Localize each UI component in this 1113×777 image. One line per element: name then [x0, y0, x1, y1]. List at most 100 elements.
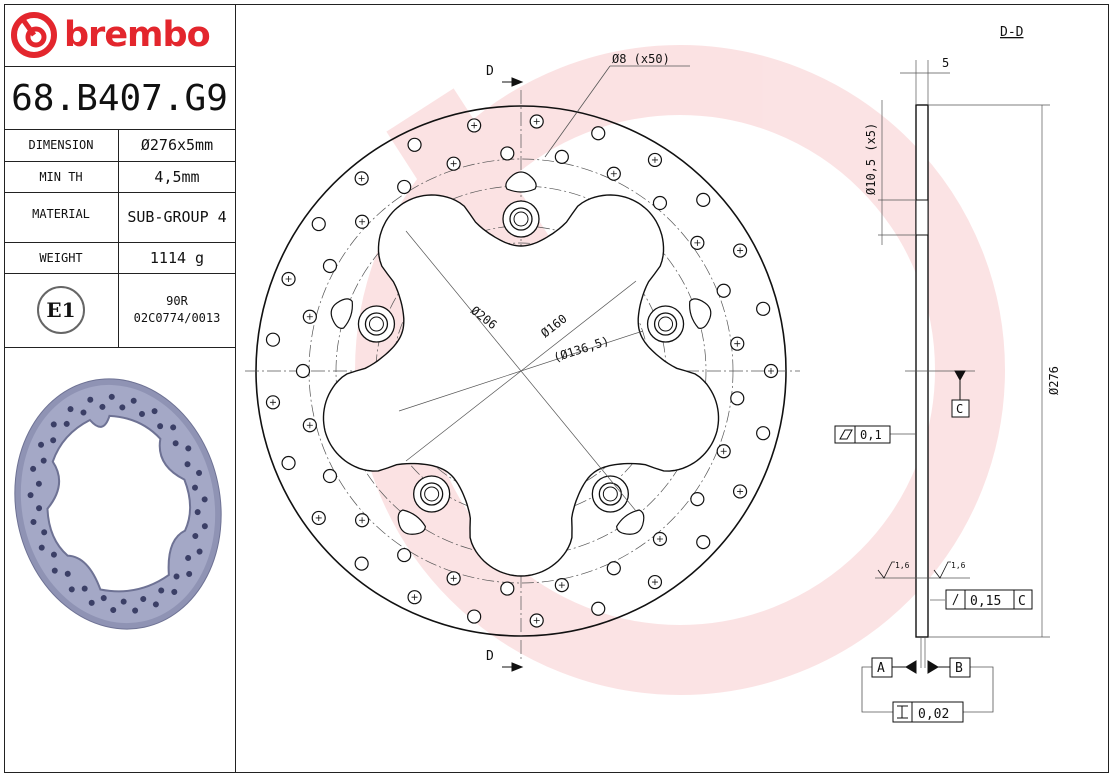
drill-hole: [407, 137, 422, 152]
hole-center-mark: [359, 517, 366, 524]
title-block: brembo 68.B407.G9 DIMENSION Ø276x5mm MIN …: [4, 4, 236, 773]
flatness-icon: [839, 429, 853, 440]
bolt-hole-inner: [513, 211, 529, 227]
thumbnail-hole: [35, 480, 42, 487]
roughness-right: 1,6: [951, 561, 966, 570]
spec-table: DIMENSION Ø276x5mm MIN TH 4,5mm MATERIAL SU…: [4, 130, 235, 348]
thumbnail-hole: [185, 445, 192, 452]
hole-center-mark: [651, 579, 658, 586]
hole-center-mark: [533, 617, 540, 624]
hole-center-mark: [737, 488, 744, 495]
thumbnail-hole: [138, 410, 145, 417]
drill-hole: [295, 363, 311, 379]
hole-center-mark: [471, 122, 478, 129]
hole-note: Ø8 (x50): [612, 52, 670, 66]
bolt-boss: [502, 200, 540, 238]
drill-hole: [500, 146, 515, 161]
thumbnail-hole: [100, 595, 107, 602]
hole-center-mark: [358, 175, 365, 182]
thumbnail-hole: [50, 421, 57, 428]
thumbnail-hole: [119, 404, 126, 411]
thumbnail-hole: [99, 403, 106, 410]
hole-center-mark: [694, 239, 701, 246]
thumbnail-hole: [194, 509, 201, 516]
hole-center-mark: [533, 118, 540, 125]
thumbnail-hole: [38, 544, 45, 551]
hole-center-mark: [558, 582, 565, 589]
thumbnail-hole: [64, 570, 71, 577]
dim-thickness: 5: [942, 56, 949, 70]
vent-slot: [616, 509, 645, 535]
spec-row: MATERIAL SUB-GROUP 4: [4, 192, 235, 243]
hole-center-mark: [450, 160, 457, 167]
drill-hole: [554, 149, 569, 164]
drill-hole: [591, 126, 606, 141]
thumbnail-hole: [36, 505, 43, 512]
thumbnail-hole: [201, 496, 208, 503]
runout-value: 0,15: [970, 594, 1001, 609]
thumbnail-hole: [67, 406, 74, 413]
thumbnail-hole: [120, 598, 127, 605]
thumbnail-hole: [30, 518, 37, 525]
drill-hole: [322, 258, 338, 274]
datum-a: A: [877, 661, 885, 676]
vent-slot: [330, 298, 354, 329]
roughness-icon: [877, 561, 951, 579]
thumbnail-hole: [50, 437, 57, 444]
disc-section-view: [861, 60, 1050, 713]
bolt-hole-inner: [368, 316, 384, 332]
regulation: 90R: [166, 294, 188, 308]
thumbnail-hole: [201, 523, 208, 530]
thumbnail-hole: [152, 601, 159, 608]
drill-hole: [730, 391, 745, 406]
section-title: D-D: [1000, 25, 1024, 40]
drill-hole: [397, 547, 412, 563]
bolt-hole-note: Ø10,5 (x5): [864, 123, 878, 195]
hole-center-mark: [737, 247, 744, 254]
drill-hole: [322, 468, 338, 484]
thumbnail-hole: [87, 396, 94, 403]
thumbnail-hole: [170, 424, 177, 431]
hole-center-mark: [734, 340, 741, 347]
disc-3d-thumbnail: [14, 378, 222, 630]
drill-hole: [696, 535, 711, 550]
hole-center-mark: [720, 448, 727, 455]
spec-value: SUB-GROUP 4: [118, 192, 235, 243]
thumbnail-hole: [140, 596, 147, 603]
bolt-hole-inner: [424, 486, 440, 502]
hole-center-mark: [315, 514, 322, 521]
spec-value: 4,5mm: [118, 161, 235, 193]
spec-label: MATERIAL: [4, 192, 119, 243]
bolt-hole-inner: [658, 316, 674, 332]
thumbnail-hole: [63, 420, 70, 427]
bolt-hole-inner: [602, 486, 618, 502]
spec-row: DIMENSION Ø276x5mm: [4, 130, 235, 162]
bolt-boss: [357, 305, 396, 343]
thumbnail-hole: [68, 586, 75, 593]
drill-hole: [311, 216, 326, 232]
hole-center-mark: [359, 218, 366, 225]
thumbnail-hole: [30, 465, 37, 472]
thumbnail-hole: [196, 548, 203, 555]
thumbnail-hole: [172, 440, 179, 447]
runout-icon: [952, 593, 959, 606]
roughness-left: 1,6: [895, 561, 910, 570]
thumbnail-hole: [130, 397, 137, 404]
drill-hole: [606, 561, 621, 576]
thumbnail-hole: [157, 423, 164, 430]
spec-label: MIN TH: [4, 161, 119, 193]
spec-row: WEIGHT 1114 g: [4, 242, 235, 274]
drill-hole: [716, 283, 731, 298]
drill-hole: [696, 192, 711, 207]
dim-line-136: [398, 330, 644, 412]
thumbnail-hole: [80, 409, 87, 416]
hole-center-mark: [651, 156, 658, 163]
carrier-cutout: [322, 194, 720, 577]
approval-number: 02C0774/0013: [133, 311, 221, 325]
spec-label: DIMENSION: [4, 130, 119, 162]
section-arrow-top: [502, 77, 524, 87]
bolt-boss: [413, 475, 451, 513]
thumbnail-hole: [81, 585, 88, 592]
thumbnail-hole: [184, 461, 191, 468]
drill-hole: [397, 179, 412, 195]
